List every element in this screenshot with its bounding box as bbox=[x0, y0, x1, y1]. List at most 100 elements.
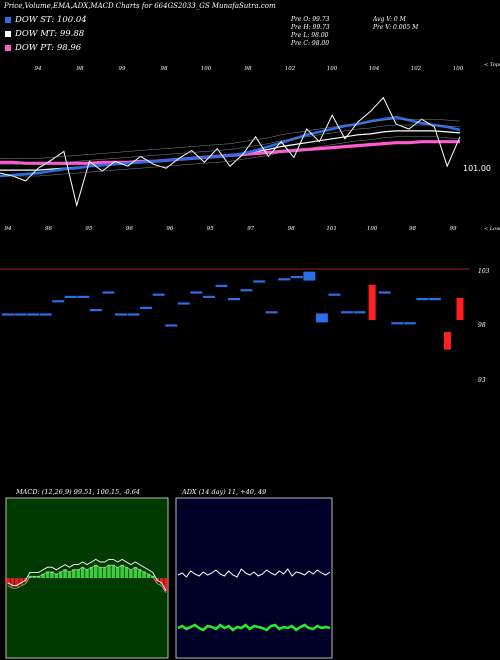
legend-swatch-pt bbox=[5, 45, 11, 51]
ema-band-line bbox=[0, 136, 461, 177]
volume-bar bbox=[89, 309, 102, 312]
adx-minus-di-line bbox=[177, 623, 331, 632]
volume-bar bbox=[52, 300, 65, 303]
bottom-value-label: 96 bbox=[166, 226, 173, 232]
volume-bar bbox=[228, 298, 240, 301]
macd-histogram-bar bbox=[85, 569, 89, 578]
macd-histogram-bar bbox=[80, 567, 85, 578]
ema-band-line bbox=[0, 124, 461, 165]
volume-bar bbox=[341, 311, 353, 314]
macd-histogram-bar bbox=[102, 567, 107, 578]
bottom-value-label: 98 bbox=[288, 226, 295, 232]
bottom-value-label: 94 bbox=[5, 226, 12, 232]
series-line-price bbox=[0, 96, 461, 208]
volume-bar bbox=[64, 295, 77, 298]
macd-histogram-bar bbox=[133, 567, 138, 578]
macd-histogram-bar bbox=[98, 567, 102, 578]
macd-histogram-bar bbox=[45, 571, 50, 578]
macd-histogram-bar bbox=[50, 571, 54, 578]
bottom-value-label: 100 bbox=[367, 226, 378, 232]
top-value-label: 99 bbox=[119, 66, 126, 72]
volume-axis-label: 93 bbox=[478, 377, 486, 384]
adx-title: ADX (14 day) 11, +40, 49 bbox=[182, 488, 267, 496]
macd-title: MACD: (12,26,9) 99.51, 100.15, -0.64 bbox=[16, 488, 141, 496]
top-value-label: 98 bbox=[245, 66, 252, 72]
chart-title: Price,Volume,EMA,ADX,MACD Charts for 664… bbox=[4, 2, 276, 10]
legend-dow-pt: DOW PT: 98.96 bbox=[5, 43, 81, 53]
bottom-value-label: 98 bbox=[409, 226, 416, 232]
volume-bar bbox=[416, 298, 429, 301]
volume-axis-label: 98 bbox=[478, 322, 486, 329]
bottom-value-label: 96 bbox=[45, 226, 52, 232]
macd-histogram-bar bbox=[115, 567, 120, 578]
ema-band-line bbox=[0, 118, 461, 159]
legend-label-pt: DOW PT: 98.96 bbox=[15, 43, 82, 53]
stat-prev-volume: Pre V: 0.005 M bbox=[373, 24, 419, 31]
volume-bar bbox=[39, 313, 52, 316]
volume-bar bbox=[328, 293, 341, 296]
macd-histogram-bar bbox=[6, 578, 10, 585]
series-line-dow-st bbox=[0, 115, 461, 178]
volume-bar bbox=[428, 298, 441, 301]
volume-bar bbox=[240, 289, 253, 292]
top-value-label: 102 bbox=[285, 66, 296, 72]
volume-bar bbox=[456, 298, 464, 320]
bottom-value-label: 95 bbox=[85, 226, 92, 232]
top-value-label: 100 bbox=[327, 66, 338, 72]
macd-line bbox=[7, 558, 167, 591]
macd-histogram-bar bbox=[164, 578, 168, 592]
macd-histogram-bar bbox=[159, 578, 164, 585]
stat-prev-close: Pre C: 98.00 bbox=[291, 40, 330, 47]
macd-histogram-bar bbox=[41, 573, 45, 578]
bottom-value-label: 96 bbox=[126, 226, 133, 232]
legend-dow-mt: DOW MT: 99.88 bbox=[5, 29, 84, 39]
legend-swatch-st bbox=[5, 17, 11, 23]
legend-label-mt: DOW MT: 99.88 bbox=[15, 29, 85, 39]
legend-dow-st: DOW ST: 100.04 bbox=[5, 15, 87, 25]
bottom-value-label: 99 bbox=[450, 226, 457, 232]
top-value-label: 102 bbox=[411, 66, 422, 72]
volume-bar bbox=[165, 324, 178, 327]
volume-bar bbox=[353, 311, 366, 314]
bottom-value-label: 95 bbox=[207, 226, 214, 232]
volume-bar bbox=[368, 284, 376, 320]
bottom-value-label: 97 bbox=[247, 226, 254, 232]
volume-bar bbox=[378, 291, 391, 294]
volume-bar bbox=[315, 313, 328, 323]
volume-bar bbox=[27, 313, 40, 316]
macd-histogram-bar bbox=[93, 564, 98, 578]
volume-bar bbox=[290, 276, 303, 279]
volume-bar bbox=[2, 313, 14, 316]
volume-bar bbox=[391, 322, 404, 325]
stat-avg-volume: Avg V: 0 M bbox=[373, 16, 406, 23]
macd-histogram-bar bbox=[89, 567, 94, 578]
volume-bar bbox=[102, 291, 115, 294]
legend-swatch-mt bbox=[5, 31, 11, 37]
macd-histogram-bar bbox=[146, 573, 151, 578]
volume-bar bbox=[115, 313, 127, 316]
macd-histogram-bar bbox=[72, 569, 76, 578]
volume-bar bbox=[265, 311, 278, 314]
macd-histogram-bar bbox=[142, 571, 146, 578]
top-value-label: 94 bbox=[35, 66, 42, 72]
macd-histogram-bar bbox=[111, 564, 116, 578]
volume-chart: 103 98 93 bbox=[0, 268, 490, 384]
stat-prev-high: Pre H: 99.73 bbox=[291, 24, 330, 31]
volume-bar bbox=[190, 291, 203, 294]
stat-prev-low: Pre L: 98.00 bbox=[291, 32, 329, 39]
volume-bar bbox=[215, 284, 228, 287]
macd-signal-line bbox=[7, 564, 167, 593]
volume-bar bbox=[303, 271, 316, 281]
macd-histogram-bar bbox=[76, 569, 81, 578]
macd-histogram-bar bbox=[120, 564, 124, 578]
top-value-label: 98 bbox=[161, 66, 168, 72]
macd-histogram-bar bbox=[58, 571, 63, 578]
volume-bar bbox=[177, 302, 190, 305]
stat-prev-open: Pre O: 99.73 bbox=[291, 16, 330, 23]
macd-histogram-bar bbox=[129, 569, 133, 578]
volume-bar bbox=[152, 293, 165, 296]
volume-bar bbox=[443, 332, 451, 350]
top-value-label: 104 bbox=[369, 66, 380, 72]
volume-bar bbox=[77, 295, 90, 298]
macd-histogram-bar bbox=[107, 564, 111, 578]
